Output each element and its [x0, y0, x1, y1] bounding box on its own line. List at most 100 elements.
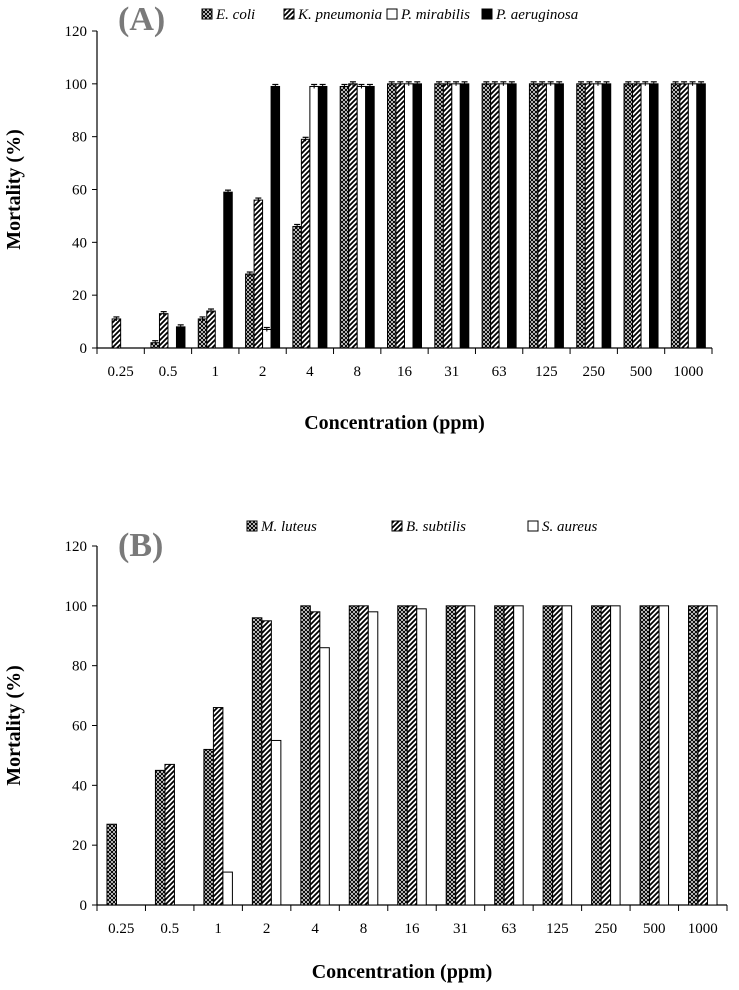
bar: [442, 83, 453, 349]
bar: [554, 83, 564, 349]
x-tick-label: 125: [546, 921, 569, 937]
bar: [206, 310, 216, 349]
bar: [397, 605, 408, 906]
panel-b: 0 20 40 60 80 100 120 0.25 0.5 1 2 4 8 16 31 63 125 250 50…: [3, 519, 728, 983]
x-axis-title: Concentration (ppm): [312, 961, 493, 983]
y-tick-label: 100: [65, 599, 88, 615]
y-tick-label: 120: [65, 24, 88, 40]
x-tick-label: 16: [397, 364, 413, 380]
bar: [223, 191, 233, 349]
x-tick-label: 8: [353, 364, 361, 380]
bar: [632, 83, 642, 349]
x-tick-label: 31: [444, 364, 459, 380]
bar: [358, 605, 369, 906]
x-tick-label: 63: [492, 364, 507, 380]
bar: [365, 85, 375, 349]
x-tick-label: 63: [501, 921, 516, 937]
x-tick-label: 2: [263, 921, 271, 937]
bar: [106, 823, 117, 906]
legend-entry: P. aeruginosa: [495, 7, 578, 23]
bar: [445, 605, 457, 906]
legend-swatch: [386, 8, 398, 20]
x-tick-label: 500: [643, 921, 666, 937]
legend-entry: K. pneumonia: [297, 7, 382, 23]
bar: [513, 605, 524, 906]
x-tick-label: 1: [212, 364, 220, 380]
x-tick-label: 250: [595, 921, 618, 937]
y-axis-title: Mortality (%): [3, 665, 25, 786]
bar: [158, 313, 169, 349]
bar: [197, 318, 208, 349]
bar: [601, 83, 612, 349]
bar: [387, 83, 397, 349]
bar: [175, 326, 186, 349]
bar: [164, 763, 175, 906]
bar: [507, 83, 517, 349]
bar: [404, 83, 414, 349]
bar: [412, 83, 422, 349]
bar: [542, 605, 554, 906]
bar: [503, 605, 515, 906]
bar: [451, 83, 461, 349]
legend-swatch: [391, 520, 403, 532]
bar: [434, 83, 444, 349]
bar: [658, 605, 670, 906]
y-tick-label: 20: [72, 838, 87, 854]
bar: [610, 605, 621, 906]
bar: [395, 83, 405, 349]
legend-entry: M. luteus: [260, 519, 317, 535]
bar: [649, 605, 660, 906]
bar: [600, 605, 612, 906]
bar: [640, 83, 651, 349]
y-tick-label: 40: [72, 778, 87, 794]
bar: [270, 739, 282, 906]
bar: [111, 318, 122, 349]
bar: [537, 83, 547, 349]
legend-swatch: [481, 8, 493, 20]
bar: [545, 83, 556, 349]
bar: [154, 769, 166, 906]
bar: [245, 273, 255, 349]
x-tick-label: 4: [311, 921, 319, 937]
bar: [576, 83, 586, 349]
x-tick-label: 2: [259, 364, 267, 380]
y-tick-label: 40: [72, 235, 87, 251]
bar: [459, 83, 470, 349]
y-tick-label: 80: [72, 659, 87, 675]
bar: [584, 83, 595, 349]
bar: [697, 605, 709, 906]
bar: [300, 138, 311, 349]
bar: [687, 83, 698, 349]
bar: [319, 647, 330, 906]
bar: [348, 605, 360, 906]
bar: [203, 748, 214, 906]
bar: [481, 83, 492, 349]
x-tick-label: 500: [630, 364, 653, 380]
y-tick-label: 80: [72, 130, 87, 146]
bar: [591, 605, 602, 906]
panel-a: 0 20 40 60 80 100 120 0.25 0.5 1 2 4 8 16 31 63 125 250 50…: [3, 1, 713, 434]
bar: [490, 83, 500, 349]
y-tick-label: 120: [65, 539, 88, 555]
y-tick-label: 0: [80, 898, 88, 914]
bar: [222, 871, 233, 906]
bar: [688, 605, 699, 906]
panel-label: (A): [118, 1, 165, 38]
bar: [416, 608, 427, 906]
legend-swatch: [283, 8, 295, 20]
y-tick-label: 0: [80, 341, 88, 357]
legend-entry: P. mirabilis: [400, 7, 470, 23]
y-tick-label: 100: [65, 77, 88, 93]
x-tick-label: 8: [360, 921, 368, 937]
legend-swatch: [201, 8, 213, 20]
x-tick-label: 1000: [688, 921, 718, 937]
bar: [561, 605, 573, 906]
y-tick-label: 60: [72, 183, 87, 199]
bar: [707, 605, 718, 906]
x-tick-label: 250: [582, 364, 605, 380]
x-axis-title: Concentration (ppm): [304, 412, 485, 434]
bar: [498, 83, 509, 349]
bar: [261, 620, 272, 906]
bar: [270, 85, 281, 349]
